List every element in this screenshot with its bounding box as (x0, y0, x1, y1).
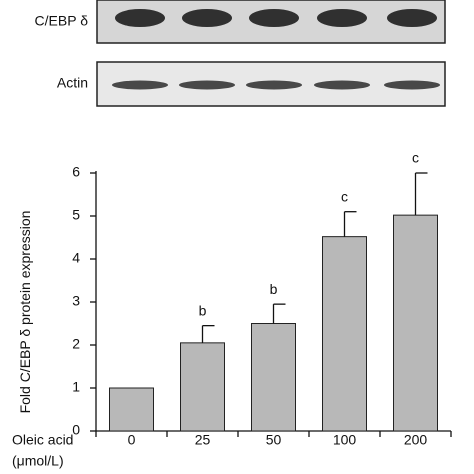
y-tick-label: 5 (72, 207, 80, 223)
blot-band-actin-lane-2 (179, 80, 235, 90)
error-bars (201, 172, 428, 343)
y-tick-label: 4 (72, 250, 80, 266)
bars (109, 214, 438, 432)
blot-label-cebp-delta: C/EBP δ (35, 13, 89, 29)
x-tick-label-100: 100 (333, 432, 357, 448)
blot-band-cebp-delta-lane-2 (182, 9, 232, 27)
bar-200 (393, 214, 438, 432)
blot-actin: Actin (57, 61, 446, 107)
bar-25 (180, 342, 225, 432)
y-tick-label: 0 (72, 422, 80, 438)
blot-band-cebp-delta-lane-1 (115, 9, 165, 27)
blot-band-actin-lane-4 (314, 80, 370, 90)
significance-labels: b b c c (199, 150, 419, 319)
blot-band-actin-lane-1 (112, 80, 168, 90)
blot-band-actin-lane-3 (246, 80, 302, 90)
y-tick-label: 2 (72, 336, 80, 352)
bar-chart: Fold C/EBP δ protein expression 0123456 … (12, 150, 452, 469)
blot-bands-cebp-delta (115, 9, 437, 27)
bar-50 (251, 323, 296, 432)
blot-bands-actin (112, 80, 440, 90)
x-axis-label-line-1: Oleic acid (12, 432, 73, 448)
x-tick-label-50: 50 (266, 432, 282, 448)
x-tick-label-200: 200 (404, 432, 428, 448)
significance-label-50: b (270, 281, 278, 297)
y-tick-label: 3 (72, 293, 80, 309)
x-tick-label-25: 25 (195, 432, 211, 448)
y-tick-label: 6 (72, 164, 80, 180)
significance-label-100: c (341, 188, 348, 204)
blot-cebp-delta: C/EBP δ (35, 0, 446, 44)
x-tick-labels: 0 25 50 100 200 (128, 432, 428, 448)
bar-0 (109, 387, 154, 432)
y-axis: 0 1 2 3 4 5 6 (72, 164, 97, 438)
blot-band-cebp-delta-lane-4 (317, 9, 367, 27)
x-axis-label-line-2: (μmol/L) (12, 453, 64, 469)
y-tick-label: 1 (72, 379, 80, 395)
blot-label-actin: Actin (57, 75, 88, 91)
bar-100 (322, 236, 367, 432)
significance-label-25: b (199, 302, 207, 318)
x-tick-label-0: 0 (128, 432, 136, 448)
blot-band-cebp-delta-lane-3 (249, 9, 299, 27)
significance-label-200: c (412, 150, 419, 166)
blot-band-actin-lane-5 (384, 80, 440, 90)
blot-band-cebp-delta-lane-5 (387, 9, 437, 27)
y-axis-label: Fold C/EBP δ protein expression (17, 211, 33, 414)
